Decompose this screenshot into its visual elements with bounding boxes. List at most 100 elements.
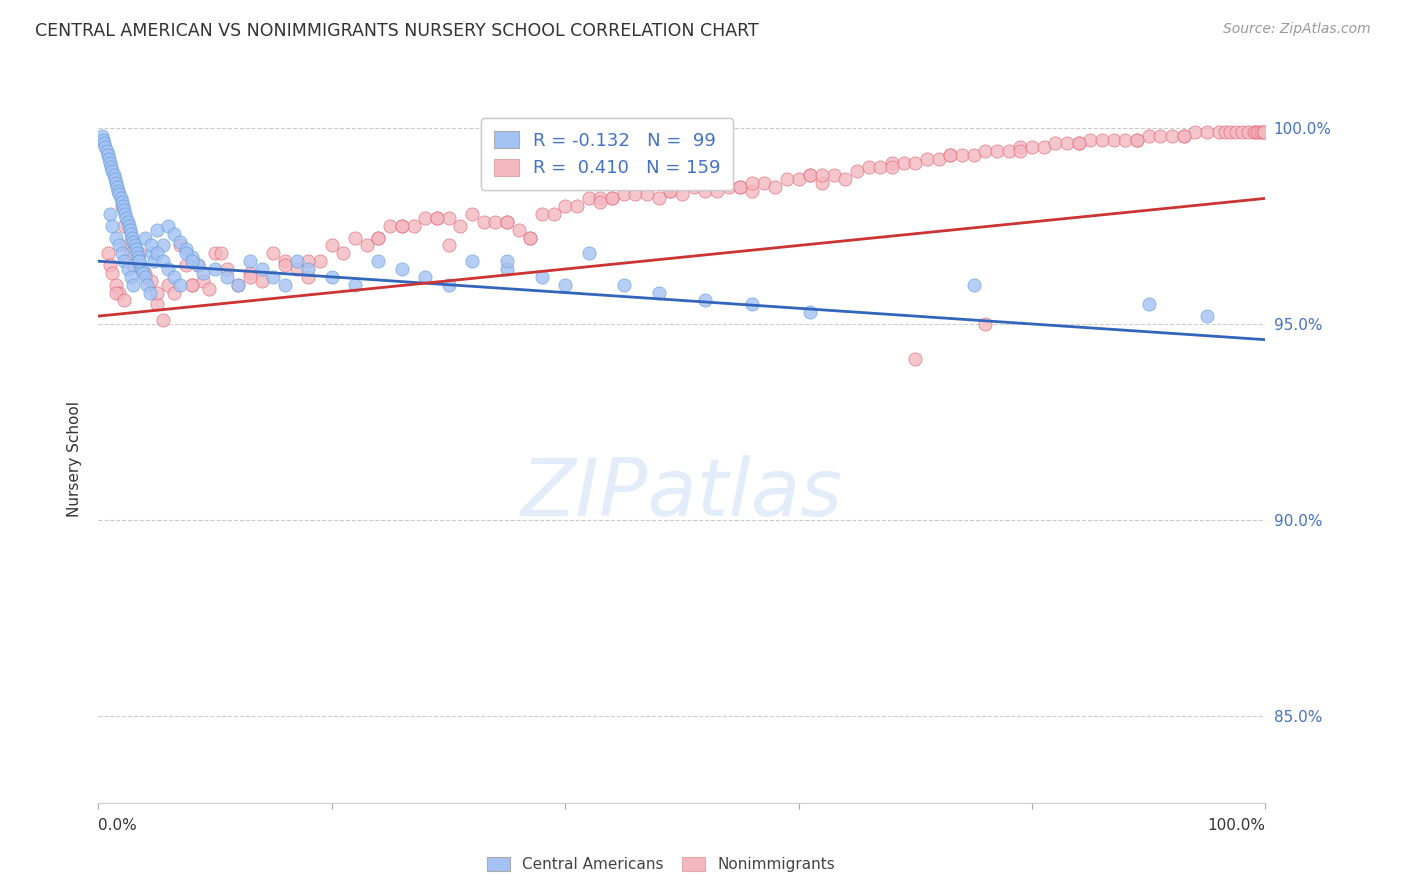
Point [107, 184, 129, 198]
Point [962, 148, 984, 162]
Point [105, 179, 128, 194]
Point [129, 258, 152, 272]
Point [344, 277, 367, 292]
Point [117, 262, 139, 277]
Point [187, 258, 209, 272]
Point [122, 258, 145, 272]
Point [1080, 132, 1102, 146]
Point [104, 277, 127, 292]
Point [204, 262, 226, 277]
Point [811, 168, 834, 182]
Point [530, 269, 553, 284]
Point [1045, 136, 1067, 151]
Point [169, 238, 191, 252]
Point [344, 230, 367, 244]
Point [811, 176, 834, 190]
Point [799, 305, 821, 319]
Point [787, 171, 810, 186]
Point [426, 211, 449, 225]
Point [986, 145, 1008, 159]
Point [139, 274, 162, 288]
Point [146, 285, 169, 300]
Point [682, 179, 704, 194]
Point [309, 254, 332, 268]
Point [174, 243, 197, 257]
Point [297, 262, 319, 277]
Point [1173, 128, 1195, 143]
Point [1126, 132, 1149, 146]
Point [600, 191, 623, 205]
Point [495, 215, 517, 229]
Point [104, 230, 127, 244]
Text: Source: ZipAtlas.com: Source: ZipAtlas.com [1223, 22, 1371, 37]
Point [274, 254, 297, 268]
Point [1149, 128, 1171, 143]
Point [974, 317, 997, 331]
Point [122, 235, 145, 249]
Point [134, 266, 156, 280]
Point [613, 187, 636, 202]
Point [1237, 125, 1260, 139]
Point [1195, 309, 1218, 323]
Point [274, 277, 297, 292]
Text: ZIPatlas: ZIPatlas [520, 455, 844, 533]
Point [402, 219, 425, 233]
Point [125, 246, 148, 260]
Point [962, 277, 984, 292]
Point [239, 254, 262, 268]
Point [939, 148, 962, 162]
Point [1250, 125, 1272, 139]
Point [91, 132, 114, 146]
Point [120, 246, 142, 260]
Point [880, 156, 903, 170]
Point [209, 246, 232, 260]
Point [96, 145, 118, 159]
Point [114, 207, 136, 221]
Point [1021, 140, 1043, 154]
Point [332, 246, 354, 260]
Y-axis label: Nursery School: Nursery School [67, 401, 83, 517]
Point [193, 266, 215, 280]
Point [413, 269, 436, 284]
Point [111, 199, 134, 213]
Point [928, 152, 950, 166]
Point [120, 227, 142, 241]
Point [1032, 140, 1054, 154]
Point [391, 219, 413, 233]
Point [111, 195, 134, 210]
Point [146, 246, 169, 260]
Point [104, 176, 127, 190]
Point [152, 313, 174, 327]
Point [204, 246, 226, 260]
Point [127, 250, 149, 264]
Point [98, 156, 121, 170]
Point [1067, 136, 1090, 151]
Point [846, 164, 869, 178]
Point [647, 285, 669, 300]
Point [141, 246, 163, 260]
Point [578, 246, 600, 260]
Point [157, 277, 180, 292]
Point [118, 219, 141, 233]
Point [554, 277, 576, 292]
Point [97, 152, 120, 166]
Point [1161, 128, 1184, 143]
Legend: R = -0.132   N =  99, R =  0.410   N = 159: R = -0.132 N = 99, R = 0.410 N = 159 [481, 118, 734, 190]
Point [869, 160, 891, 174]
Point [285, 254, 308, 268]
Point [104, 285, 127, 300]
Point [950, 148, 973, 162]
Point [180, 250, 202, 264]
Point [134, 230, 156, 244]
Point [198, 282, 221, 296]
Point [163, 285, 186, 300]
Point [997, 145, 1019, 159]
Point [589, 195, 612, 210]
Point [118, 223, 141, 237]
Point [706, 184, 728, 198]
Point [834, 171, 856, 186]
Point [1126, 132, 1149, 146]
Point [1208, 125, 1230, 139]
Point [858, 160, 880, 174]
Point [174, 246, 197, 260]
